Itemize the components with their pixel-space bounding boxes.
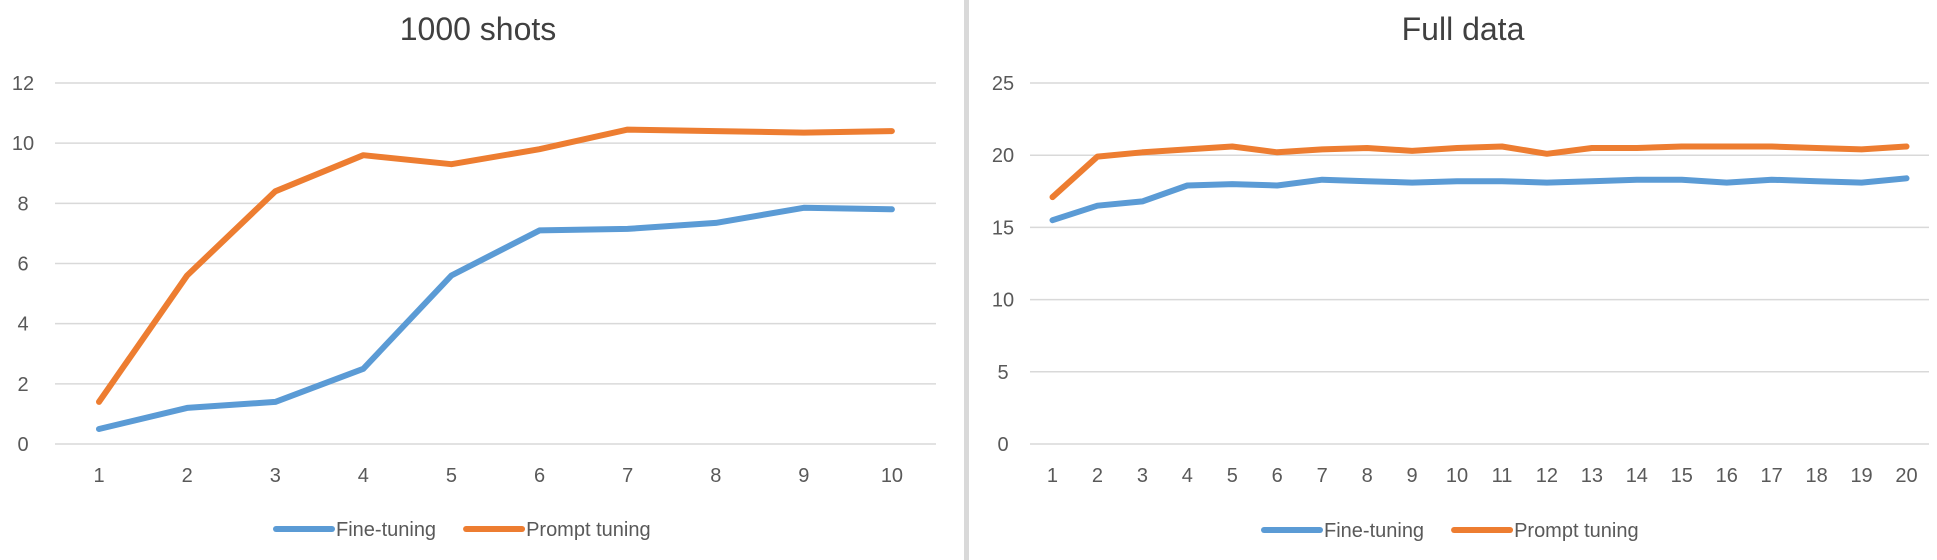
x-tick-label: 3: [1137, 465, 1148, 487]
x-tick-label: 10: [881, 465, 903, 487]
x-tick-label: 7: [1317, 465, 1328, 487]
legend-label: Fine-tuning: [336, 519, 436, 541]
y-tick-label: 2: [17, 374, 28, 396]
x-tick-label: 14: [1626, 465, 1648, 487]
x-tick-label: 6: [1272, 465, 1283, 487]
x-tick-label: 5: [446, 465, 457, 487]
x-tick-label: 10: [1446, 465, 1468, 487]
y-tick-label: 6: [17, 254, 28, 276]
x-tick-label: 3: [270, 465, 281, 487]
series-line-prompt-tuning: [1049, 143, 1910, 201]
x-tick-label: 17: [1761, 465, 1783, 487]
x-tick-label: 2: [1092, 465, 1103, 487]
y-tick-label: 5: [997, 362, 1008, 384]
series-line-fine-tuning: [1049, 175, 1910, 224]
x-tick-label: 12: [1536, 465, 1558, 487]
y-tick-label: 0: [17, 434, 28, 456]
chart-title: 1000 shots: [400, 11, 557, 47]
legend-item-prompt-tuning: Prompt tuning: [463, 519, 651, 541]
legend-item-fine-tuning: Fine-tuning: [273, 519, 436, 541]
y-tick-label: 10: [12, 133, 34, 155]
x-tick-label: 5: [1227, 465, 1238, 487]
x-tick-label: 8: [1362, 465, 1373, 487]
x-tick-label: 4: [1182, 465, 1193, 487]
y-tick-label: 25: [992, 73, 1014, 95]
x-tick-label: 9: [798, 465, 809, 487]
chart-title: Full data: [1402, 11, 1525, 47]
x-tick-label: 15: [1671, 465, 1693, 487]
legend-item-fine-tuning: Fine-tuning: [1261, 520, 1424, 542]
x-tick-label: 13: [1581, 465, 1603, 487]
y-tick-label: 15: [992, 217, 1014, 239]
x-tick-label: 1: [1047, 465, 1058, 487]
x-tick-label: 8: [710, 465, 721, 487]
x-tick-label: 18: [1806, 465, 1828, 487]
y-tick-label: 12: [12, 73, 34, 95]
y-tick-label: 20: [992, 145, 1014, 167]
legend-label: Prompt tuning: [526, 519, 651, 541]
x-tick-label: 11: [1492, 465, 1513, 487]
series-line-prompt-tuning: [96, 126, 895, 405]
legend-item-prompt-tuning: Prompt tuning: [1451, 520, 1639, 542]
x-tick-label: 2: [182, 465, 193, 487]
series-line-fine-tuning: [96, 204, 895, 432]
x-tick-label: 7: [622, 465, 633, 487]
y-tick-label: 0: [997, 434, 1008, 456]
panel-divider: [964, 0, 969, 560]
x-tick-label: 6: [534, 465, 545, 487]
x-tick-label: 9: [1407, 465, 1418, 487]
x-tick-label: 1: [93, 465, 104, 487]
x-tick-label: 4: [358, 465, 369, 487]
y-tick-label: 10: [992, 290, 1014, 312]
legend-label: Prompt tuning: [1514, 520, 1639, 542]
x-tick-label: 20: [1895, 465, 1917, 487]
y-tick-label: 8: [17, 193, 28, 215]
y-tick-label: 4: [17, 314, 28, 336]
x-tick-label: 19: [1850, 465, 1872, 487]
x-tick-label: 16: [1716, 465, 1738, 487]
legend-label: Fine-tuning: [1324, 520, 1424, 542]
